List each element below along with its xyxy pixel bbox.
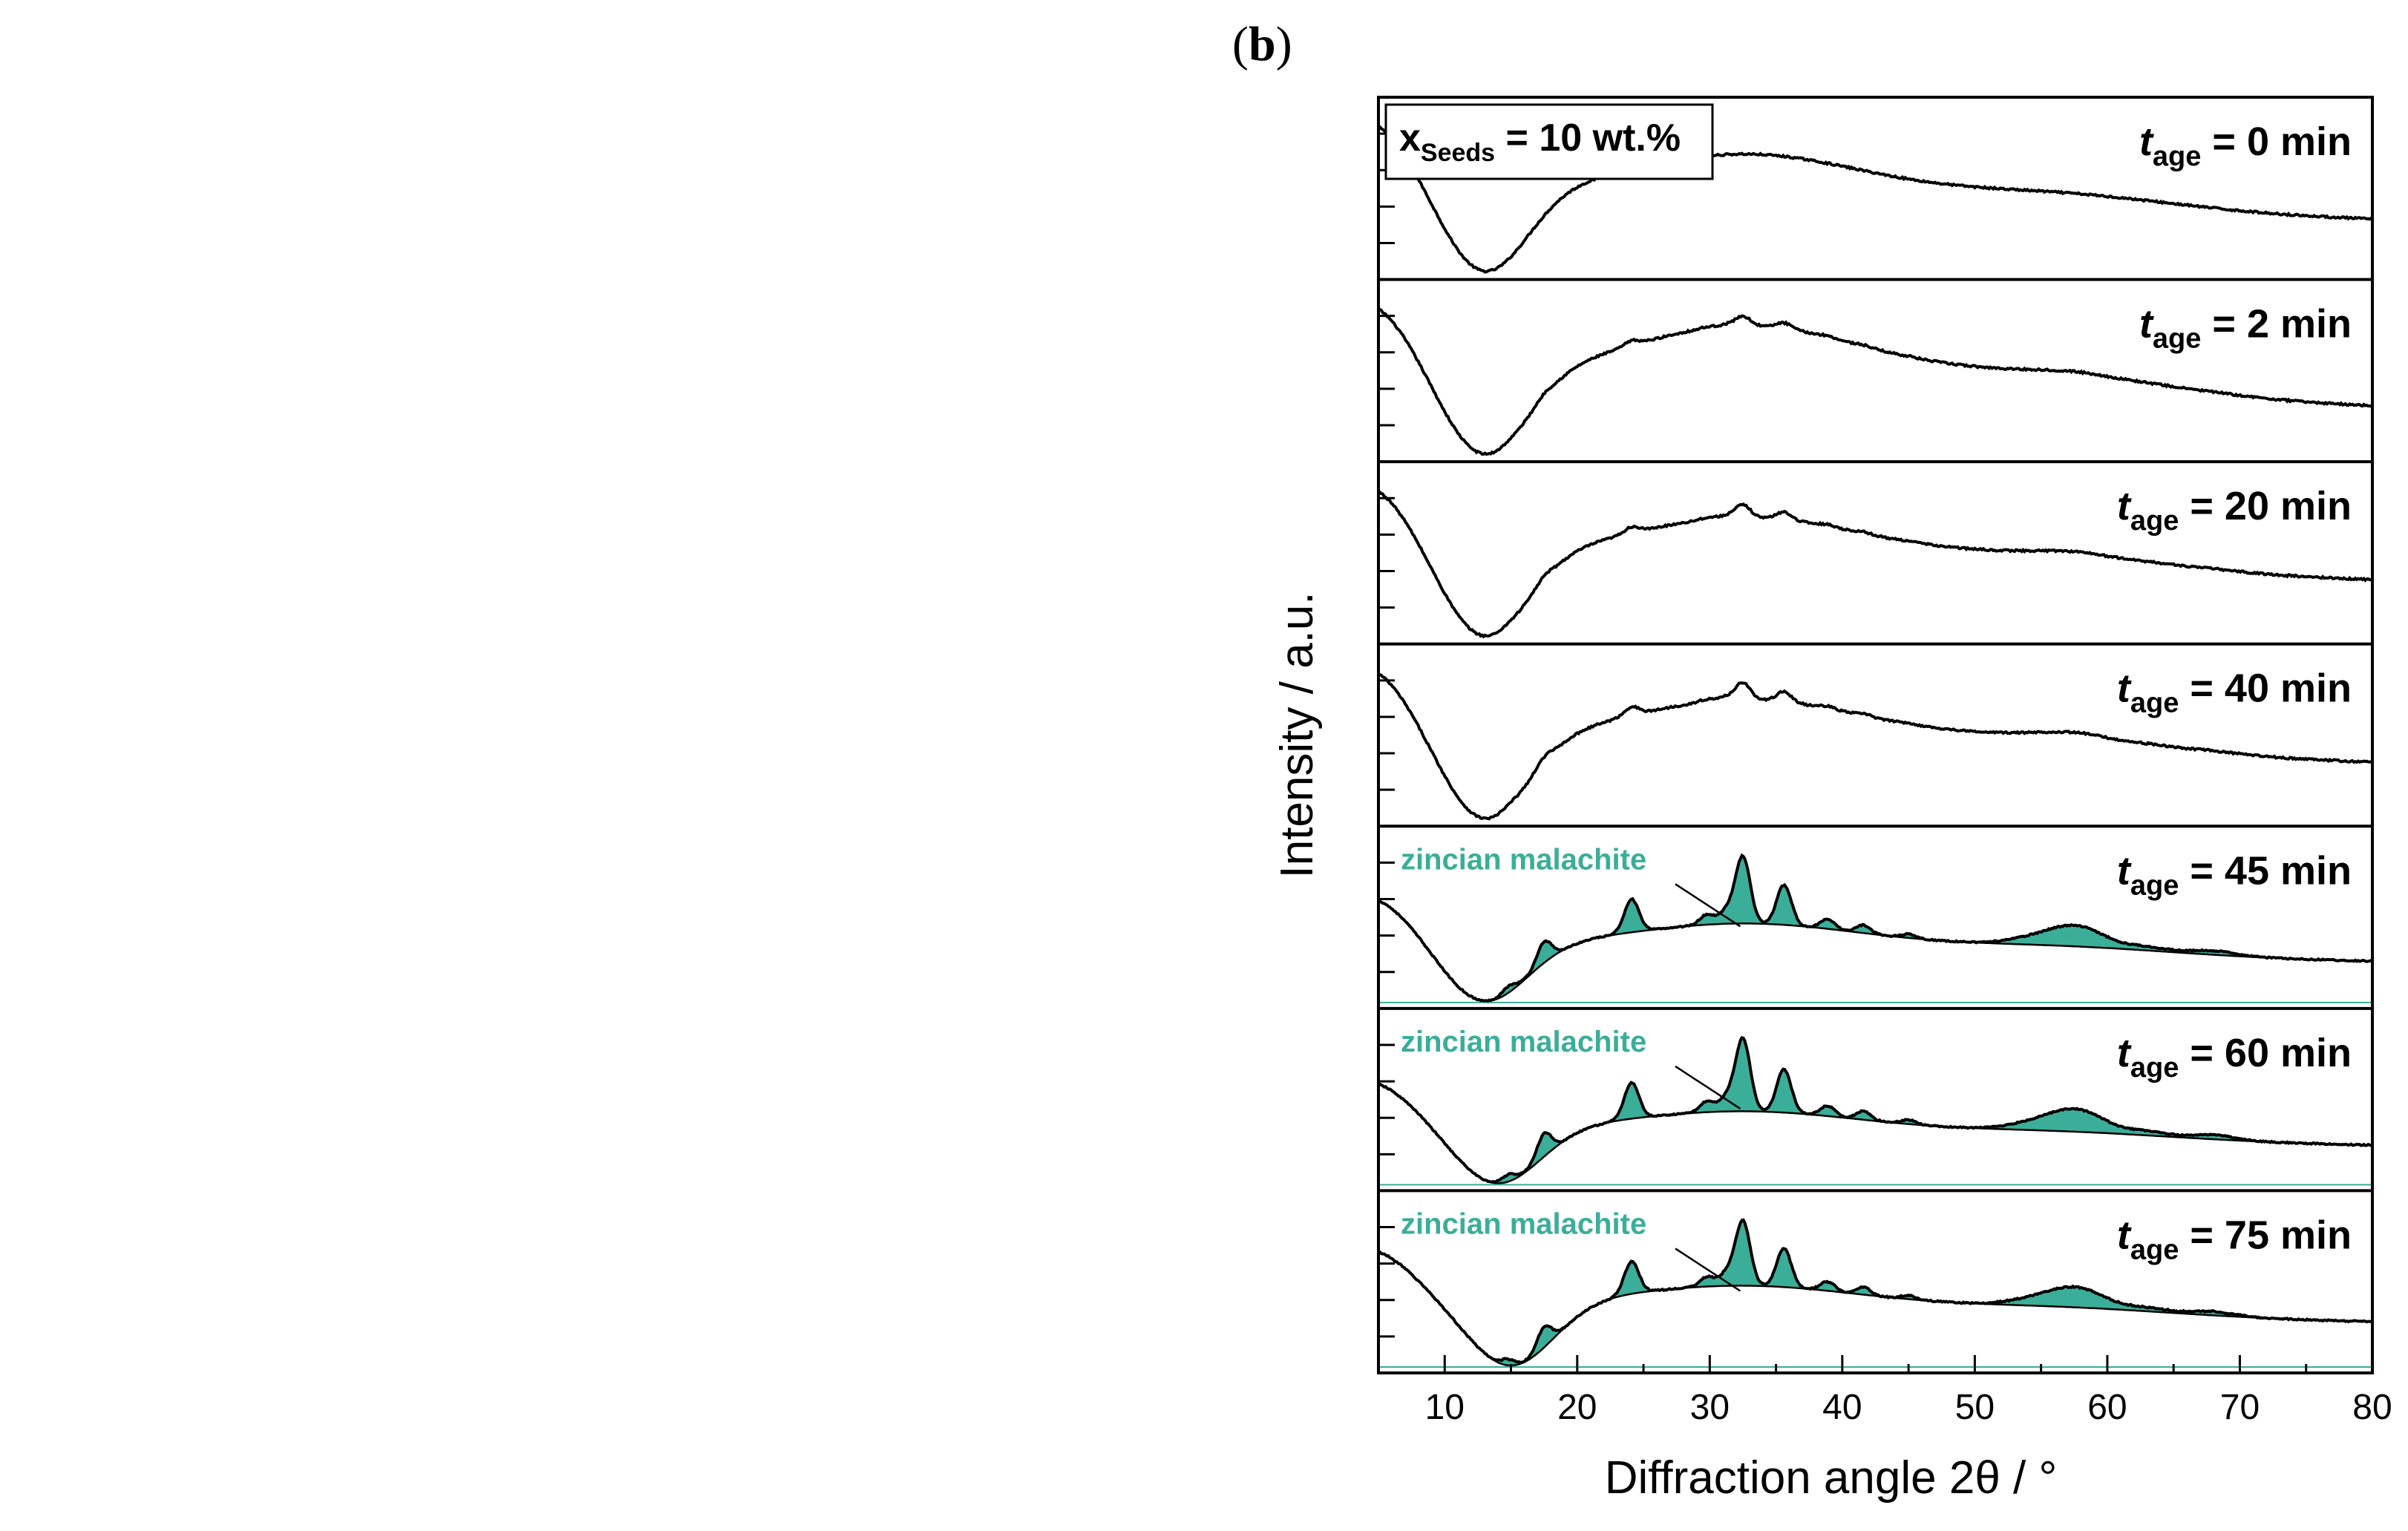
series-strip: tage = 2 min xyxy=(1378,302,2373,464)
phase-label: zincian malachite xyxy=(1401,843,1646,876)
panel-b: (b) tage = 0 min xSeeds = 10 wt.% tage = 2 … xyxy=(1232,17,2392,1504)
x-tick-label: 30 xyxy=(1690,1388,1730,1427)
age-label: tage = 45 min xyxy=(2117,848,2352,901)
series-strip: tage = 0 min xSeeds = 10 wt.% xyxy=(1378,103,2373,281)
background-line xyxy=(1378,1083,2372,1184)
age-label: tage = 0 min xyxy=(2139,119,2352,172)
age-label: tage = 75 min xyxy=(2117,1213,2352,1265)
phase-label: zincian malachite xyxy=(1401,1207,1646,1240)
background-line xyxy=(1378,899,2372,1003)
y-axis-title: Intensity / a.u. xyxy=(1272,592,1323,879)
seeds-label: xSeeds = 10 wt.% xyxy=(1399,117,1681,167)
pattern-line xyxy=(1378,1218,2373,1364)
x-tick-label: 40 xyxy=(1822,1388,1862,1427)
x-tick-label: 50 xyxy=(1955,1388,1995,1427)
age-label: tage = 60 min xyxy=(2117,1031,2352,1083)
series-strip: tage = 60 min zincian malachite xyxy=(1378,1026,2373,1193)
age-label: tage = 40 min xyxy=(2117,666,2352,719)
series-strip: tage = 40 min xyxy=(1377,666,2373,828)
pattern-line xyxy=(1378,1035,2373,1184)
x-tick-label: 70 xyxy=(2220,1388,2260,1427)
seeds-box xyxy=(1384,103,1714,180)
x-tick-label: 60 xyxy=(2087,1388,2127,1427)
plot-frame xyxy=(1377,96,2374,1374)
panel-letter: (b) xyxy=(1232,17,1292,71)
age-label: tage = 20 min xyxy=(2117,484,2352,537)
phase-leader xyxy=(1675,1248,1741,1292)
pattern-line xyxy=(1378,307,2373,456)
panels: (b) tage = 0 min xSeeds = 10 wt.% tage = 2 … xyxy=(1232,17,2392,1504)
pattern-line xyxy=(1377,853,2373,1003)
age-label: tage = 2 min xyxy=(2139,302,2352,355)
pattern-line xyxy=(1378,125,2373,274)
series-strip: tage = 75 min zincian malachite xyxy=(1378,1207,2373,1374)
pattern-line xyxy=(1377,672,2373,821)
phase-leader xyxy=(1675,1065,1741,1109)
series-strip: tage = 20 min xyxy=(1377,484,2373,646)
pattern-line xyxy=(1377,490,2373,639)
phase-leader xyxy=(1675,883,1741,928)
x-tick-label: 20 xyxy=(1557,1388,1597,1427)
x-tick-label: 80 xyxy=(2352,1388,2392,1427)
background-line xyxy=(1378,1250,2373,1367)
series-strip: tage = 45 min zincian malachite xyxy=(1377,843,2373,1010)
phase-label: zincian malachite xyxy=(1401,1026,1646,1058)
x-tick-label: 10 xyxy=(1425,1388,1465,1427)
x-axis-title: Diffraction angle 2θ / ° xyxy=(1605,1452,2058,1504)
